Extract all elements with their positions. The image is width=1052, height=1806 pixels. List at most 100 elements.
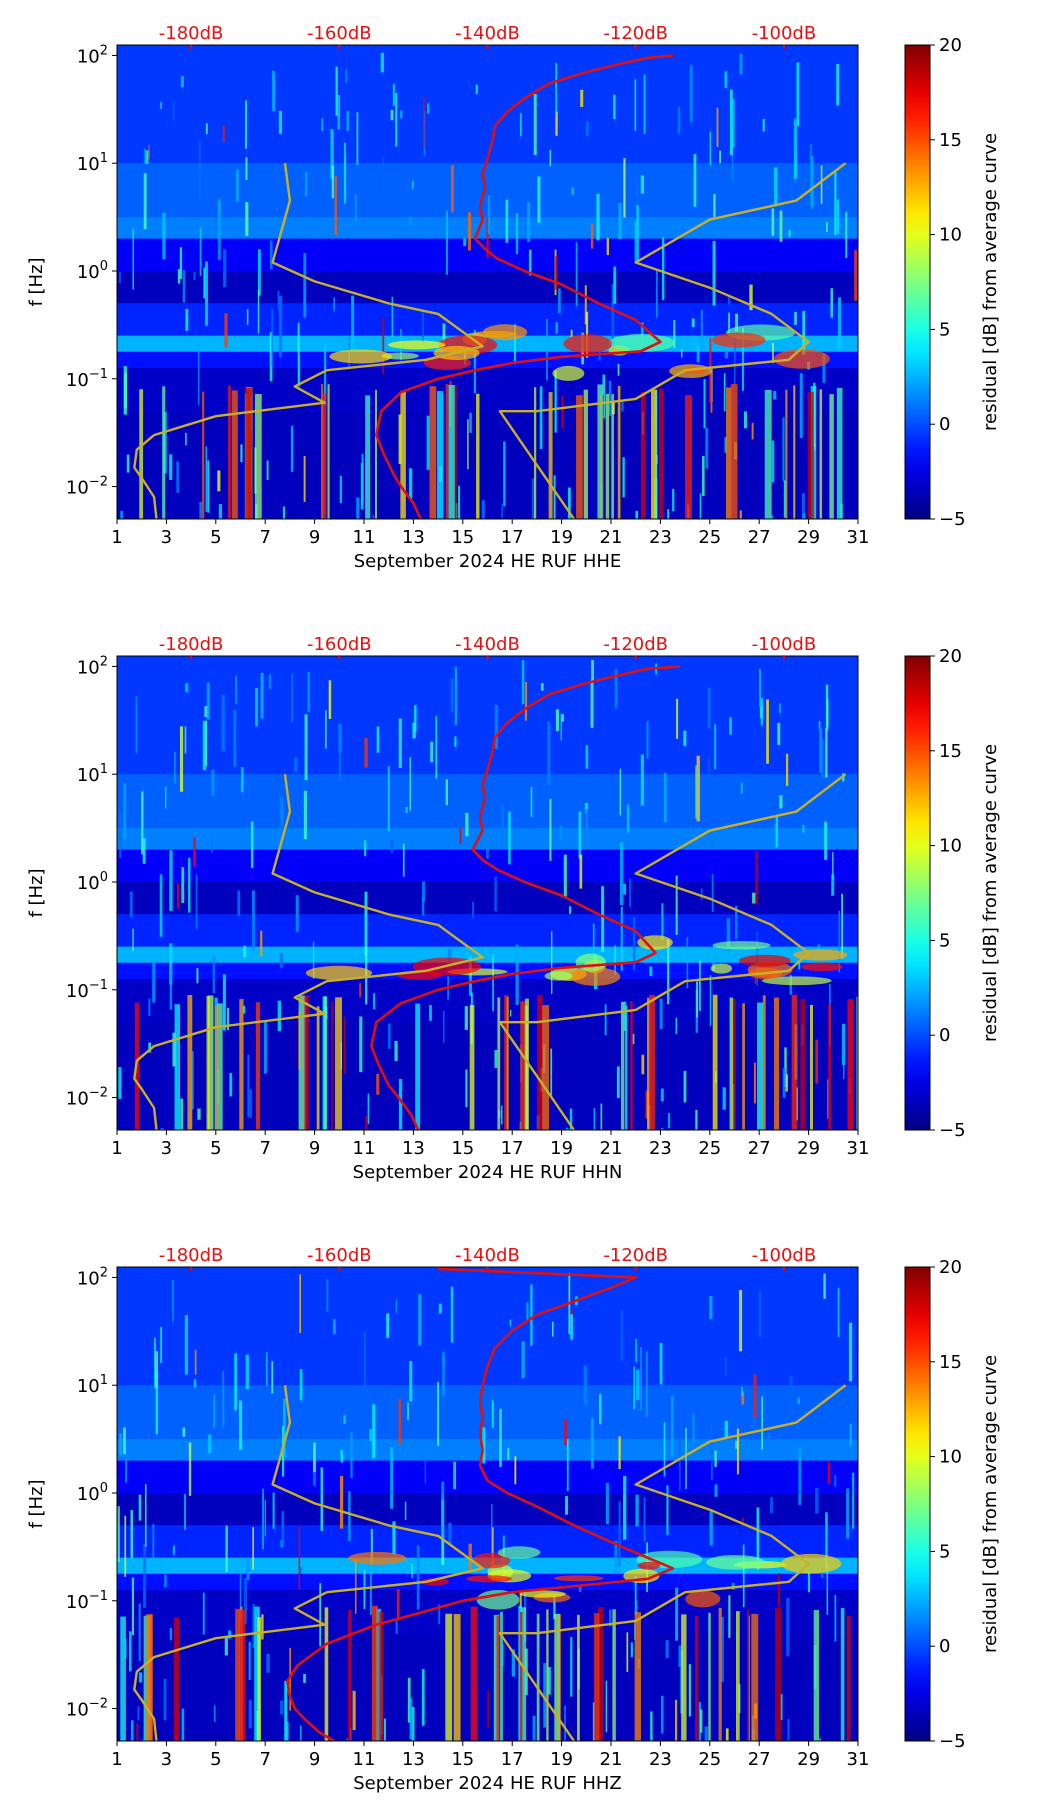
y-axis-label: f [Hz] [26, 257, 47, 306]
colorbar-tick-label: 0 [939, 414, 950, 435]
spectrogram-texture [117, 45, 858, 519]
x-tick-label: 7 [259, 1138, 270, 1159]
x-axis-label: September 2024 HE RUF HHN [353, 1162, 623, 1183]
y-tick-label: 101 [77, 1373, 108, 1397]
x-tick-label: 17 [501, 1138, 524, 1159]
curve-noise-model-2 [498, 773, 847, 1130]
y-axis-label: f [Hz] [26, 868, 47, 917]
x-tick-label: 3 [161, 1138, 172, 1159]
colorbar-tick-label: 20 [939, 1257, 962, 1278]
x-tick-label: 11 [353, 527, 376, 548]
top-db-label: -100dB [752, 634, 817, 655]
x-tick-label: 15 [451, 527, 474, 548]
y-tick-label: 10−2 [66, 1697, 108, 1721]
x-tick-label: 15 [451, 1749, 474, 1770]
spectrogram-texture [117, 1267, 858, 1741]
x-tick-label: 13 [402, 1138, 425, 1159]
x-tick-label: 13 [402, 527, 425, 548]
x-tick-label: 21 [600, 527, 623, 548]
x-tick-label: 31 [847, 1138, 870, 1159]
x-tick-label: 5 [210, 1138, 221, 1159]
colorbar-tick-label: 10 [939, 836, 962, 857]
curve-noise-model-1 [133, 774, 484, 1130]
colorbar-tick-label: −5 [939, 1731, 966, 1752]
x-tick-label: 17 [501, 527, 524, 548]
x-tick-label: 11 [353, 1749, 376, 1770]
curve-average-psd [286, 1267, 675, 1741]
x-tick-label: 29 [797, 1749, 820, 1770]
y-tick-label: 102 [77, 43, 108, 67]
x-tick-label: 13 [402, 1749, 425, 1770]
x-tick-label: 19 [550, 527, 573, 548]
x-tick-label: 3 [161, 1749, 172, 1770]
colorbar-tick-label: 15 [939, 741, 962, 762]
x-tick-label: 15 [451, 1138, 474, 1159]
colorbar-label: residual [dB] from average curve [980, 133, 1001, 431]
top-db-label: -120dB [603, 1245, 668, 1266]
colorbar-tick-label: −5 [939, 1120, 966, 1141]
colorbar-tick-label: 5 [939, 319, 950, 340]
x-tick-label: 9 [309, 1749, 320, 1770]
y-tick-label: 10−1 [66, 1589, 108, 1613]
y-tick-label: 10−1 [66, 367, 108, 391]
y-tick-label: 100 [77, 1481, 108, 1505]
colorbar-tick-label: 20 [939, 646, 962, 667]
x-tick-label: 19 [550, 1138, 573, 1159]
top-db-label: -120dB [603, 634, 668, 655]
colorbar-tick-label: 5 [939, 1541, 950, 1562]
colorbar-tick-label: 20 [939, 35, 962, 56]
x-tick-label: 23 [649, 527, 672, 548]
colorbar-tick-label: 10 [939, 225, 962, 246]
y-tick-label: 101 [77, 762, 108, 786]
curve-noise-model-2 [498, 162, 847, 519]
colorbar-tick-label: 0 [939, 1025, 950, 1046]
x-tick-label: 7 [259, 527, 270, 548]
spectrogram-texture [117, 656, 858, 1130]
x-tick-label: 29 [797, 1138, 820, 1159]
top-db-label: -140dB [455, 634, 520, 655]
colorbar [904, 44, 931, 520]
x-tick-label: 23 [649, 1138, 672, 1159]
x-tick-label: 9 [309, 1138, 320, 1159]
y-tick-label: 100 [77, 870, 108, 894]
top-db-label: -160dB [307, 1245, 372, 1266]
top-db-label: -160dB [307, 23, 372, 44]
x-tick-label: 25 [698, 1749, 721, 1770]
y-tick-label: 10−2 [66, 1086, 108, 1110]
top-db-label: -140dB [455, 1245, 520, 1266]
colorbar [904, 1266, 931, 1742]
top-db-label: -140dB [455, 23, 520, 44]
y-tick-label: 100 [77, 259, 108, 283]
x-tick-label: 5 [210, 527, 221, 548]
top-db-label: -160dB [307, 634, 372, 655]
top-db-label: -180dB [159, 23, 224, 44]
x-tick-label: 9 [309, 527, 320, 548]
y-tick-label: 10−2 [66, 475, 108, 499]
x-tick-label: 23 [649, 1749, 672, 1770]
y-tick-label: 102 [77, 654, 108, 678]
x-tick-label: 1 [111, 1749, 122, 1770]
x-tick-label: 7 [259, 1749, 270, 1770]
x-tick-label: 11 [353, 1138, 376, 1159]
colorbar-tick-label: 5 [939, 930, 950, 951]
colorbar-tick-label: 15 [939, 1352, 962, 1373]
colorbar-tick-label: 10 [939, 1447, 962, 1468]
colorbar-tick-label: −5 [939, 509, 966, 530]
x-axis-label: September 2024 HE RUF HHE [354, 551, 622, 572]
x-axis-label: September 2024 HE RUF HHZ [353, 1773, 622, 1794]
x-tick-label: 3 [161, 527, 172, 548]
x-tick-label: 5 [210, 1749, 221, 1770]
x-tick-label: 1 [111, 527, 122, 548]
curve-noise-model-1 [133, 163, 484, 519]
x-tick-label: 27 [748, 527, 771, 548]
curve-noise-model-1 [133, 1385, 484, 1741]
top-db-label: -100dB [752, 1245, 817, 1266]
x-tick-label: 27 [748, 1138, 771, 1159]
top-db-label: -180dB [159, 634, 224, 655]
y-tick-label: 102 [77, 1265, 108, 1289]
top-db-label: -120dB [603, 23, 668, 44]
